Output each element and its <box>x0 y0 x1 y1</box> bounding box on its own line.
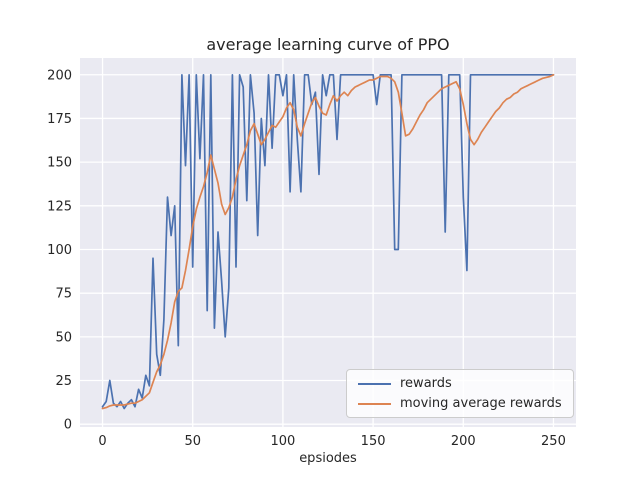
legend-item-rewards: rewards <box>358 377 562 390</box>
rewards-line-swatch <box>358 382 391 385</box>
y-tick-label: 75 <box>55 287 72 302</box>
y-tick-label: 0 <box>64 418 72 433</box>
moving-average-line <box>101 73 555 410</box>
rewards-line <box>101 73 555 410</box>
chart-title: average learning curve of PPO <box>206 35 449 54</box>
moving-average-line-swatch <box>358 402 391 405</box>
y-tick-label: 25 <box>55 374 72 389</box>
legend: rewards moving average rewards <box>346 369 574 418</box>
x-tick-label: 0 <box>98 434 106 449</box>
legend-item-moving-average: moving average rewards <box>358 397 562 410</box>
y-tick-label: 200 <box>47 68 72 83</box>
x-tick-label: 150 <box>361 434 386 449</box>
y-tick-label: 150 <box>47 156 72 171</box>
x-tick-label: 100 <box>270 434 295 449</box>
x-tick-label: 50 <box>184 434 201 449</box>
x-tick-label: 200 <box>451 434 476 449</box>
y-tick-label: 100 <box>47 243 72 258</box>
y-tick-label: 175 <box>47 112 72 127</box>
legend-label-rewards: rewards <box>400 376 452 391</box>
legend-label-moving-average: moving average rewards <box>400 396 562 411</box>
y-tick-label: 50 <box>55 330 72 345</box>
x-tick-label: 250 <box>541 434 566 449</box>
y-tick-label: 125 <box>47 199 72 214</box>
plot-background <box>80 58 576 427</box>
x-axis-label: epsiodes <box>299 451 357 466</box>
